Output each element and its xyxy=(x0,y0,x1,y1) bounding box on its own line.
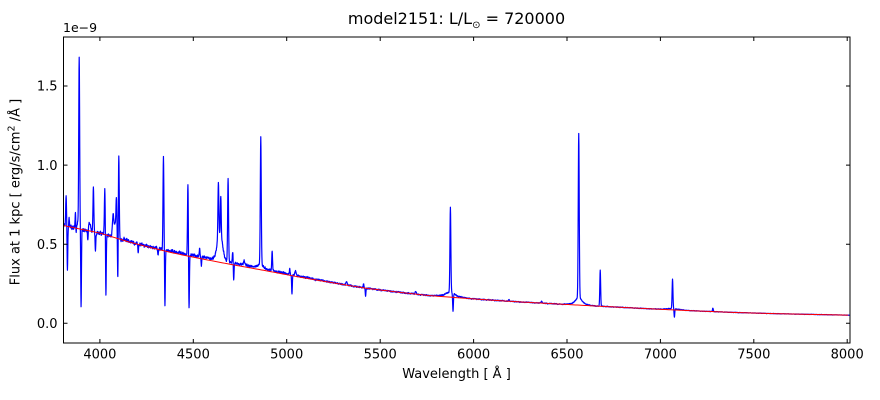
y-tick-label: 0.5 xyxy=(37,238,58,253)
x-tick-label: 6000 xyxy=(457,348,490,363)
x-tick-label: 6500 xyxy=(550,348,583,363)
x-tick-label: 7000 xyxy=(644,348,677,363)
y-axis-label: Flux at 1 kpc [ erg/s/cm2 /Å ] xyxy=(6,98,24,286)
x-tick-label: 8000 xyxy=(831,348,864,363)
plot-title: model2151: L/L⊙ = 720000 xyxy=(347,9,566,32)
y-tick-label: 1.0 xyxy=(37,159,58,174)
axes-frame xyxy=(63,36,851,344)
y-tick-label: 0.0 xyxy=(37,317,58,332)
x-tick-label: 5000 xyxy=(270,348,303,363)
axis-ticks xyxy=(63,37,850,343)
x-axis-label: Wavelength [ Å ] xyxy=(402,367,511,382)
y-tick-label: 1.5 xyxy=(37,80,58,95)
spectrum-line xyxy=(63,56,850,318)
y-axis-offset-label: 1e−9 xyxy=(63,20,98,35)
x-tick-label: 4500 xyxy=(177,348,210,363)
x-tick-label: 7500 xyxy=(737,348,770,363)
continuum-line xyxy=(63,225,849,316)
x-tick-label: 5500 xyxy=(364,348,397,363)
x-tick-label: 4000 xyxy=(83,348,116,363)
